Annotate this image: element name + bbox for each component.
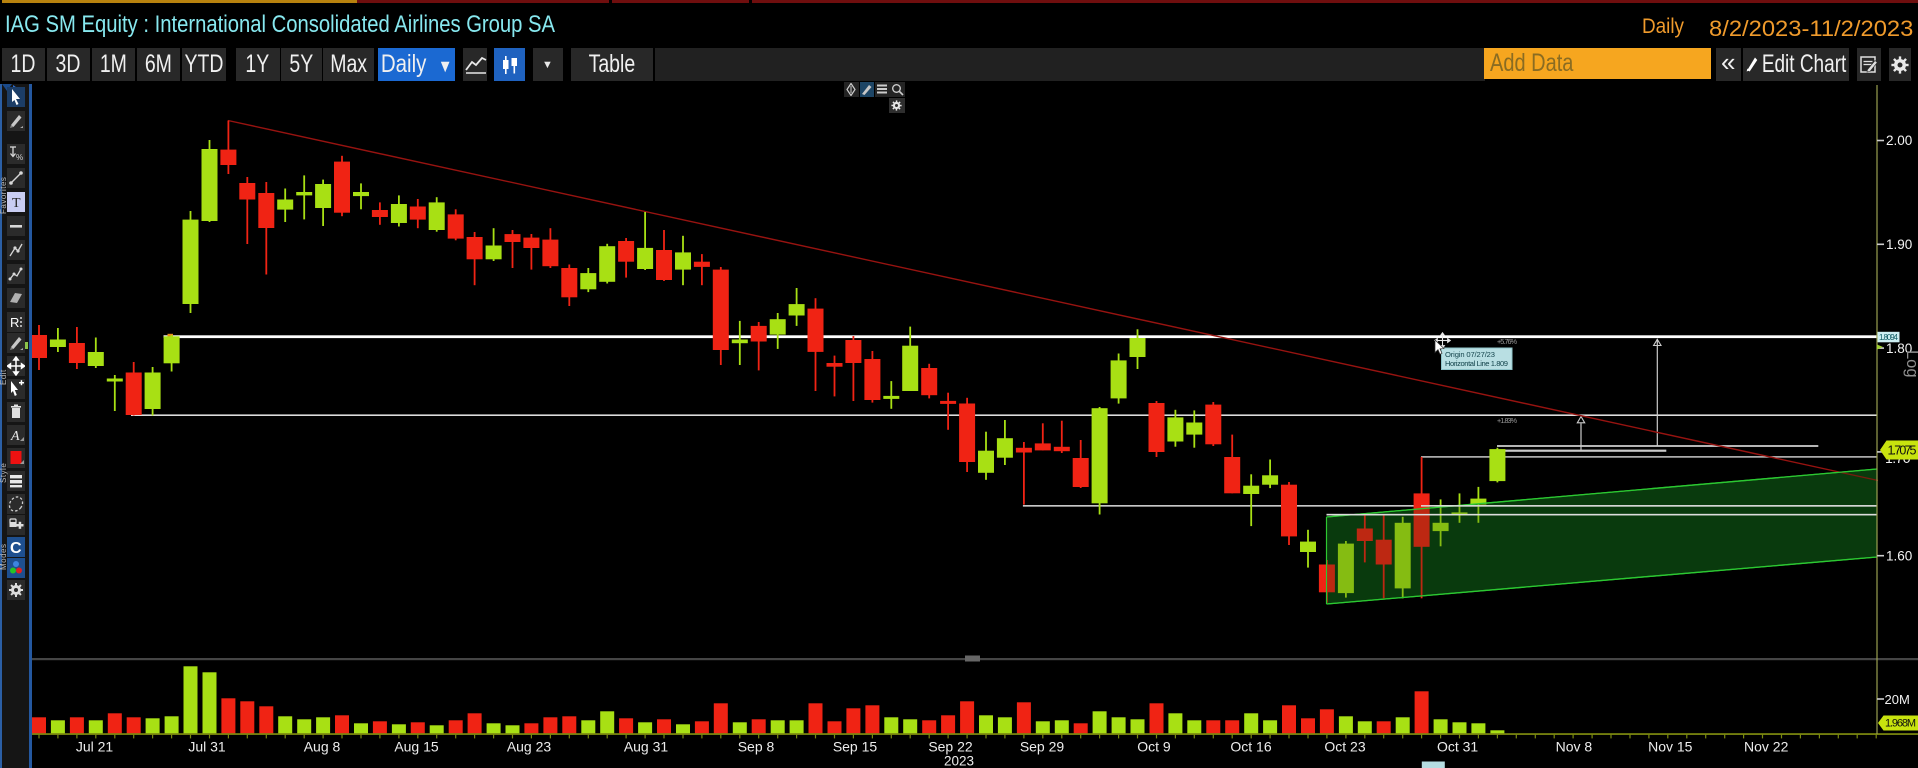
svg-text:1.80: 1.80 bbox=[1886, 341, 1912, 356]
svg-text:Sep 15: Sep 15 bbox=[833, 739, 878, 755]
svg-text:Log: Log bbox=[1903, 350, 1918, 378]
svg-text:Jul 21: Jul 21 bbox=[76, 739, 114, 755]
svg-text:R: R bbox=[10, 315, 19, 330]
svg-text:1.60: 1.60 bbox=[1886, 548, 1912, 563]
svg-text:Origin 07/27/23: Origin 07/27/23 bbox=[1445, 350, 1495, 359]
svg-text:2023: 2023 bbox=[944, 754, 974, 768]
svg-text:T: T bbox=[12, 196, 21, 211]
svg-text:Oct 31: Oct 31 bbox=[1437, 739, 1478, 755]
svg-text:Sep 8: Sep 8 bbox=[738, 739, 775, 755]
svg-text:1.968M: 1.968M bbox=[1885, 718, 1916, 730]
svg-text:Aug 31: Aug 31 bbox=[624, 739, 669, 755]
svg-text:Nov 22: Nov 22 bbox=[1744, 739, 1789, 755]
svg-text:%: % bbox=[16, 153, 23, 162]
svg-text:Sep 29: Sep 29 bbox=[1020, 739, 1065, 755]
svg-text:1.90: 1.90 bbox=[1886, 237, 1912, 252]
svg-text:Nov 15: Nov 15 bbox=[1648, 739, 1693, 755]
svg-text:1.8094: 1.8094 bbox=[1879, 333, 1899, 342]
svg-text:C: C bbox=[10, 540, 22, 557]
svg-text:+1.83%: +1.83% bbox=[1497, 416, 1518, 425]
svg-text:Oct 23: Oct 23 bbox=[1324, 739, 1365, 755]
svg-text:Aug 23: Aug 23 bbox=[507, 739, 552, 755]
svg-text:Sep 22: Sep 22 bbox=[928, 739, 973, 755]
svg-text:Oct 9: Oct 9 bbox=[1137, 739, 1171, 755]
svg-text:Oct 16: Oct 16 bbox=[1230, 739, 1271, 755]
svg-text:+5.76%: +5.76% bbox=[1497, 337, 1518, 346]
svg-text:Jul 31: Jul 31 bbox=[188, 739, 226, 755]
svg-text:Horizontal Line 1.809: Horizontal Line 1.809 bbox=[1445, 359, 1508, 368]
svg-text:1.7075: 1.7075 bbox=[1888, 444, 1917, 458]
svg-text:Aug 15: Aug 15 bbox=[394, 739, 439, 755]
svg-text:Nov 8: Nov 8 bbox=[1556, 739, 1593, 755]
svg-text:Aug 8: Aug 8 bbox=[304, 739, 341, 755]
svg-text:20M: 20M bbox=[1885, 692, 1910, 707]
svg-text:A: A bbox=[10, 429, 20, 444]
svg-text:2.00: 2.00 bbox=[1886, 133, 1912, 148]
